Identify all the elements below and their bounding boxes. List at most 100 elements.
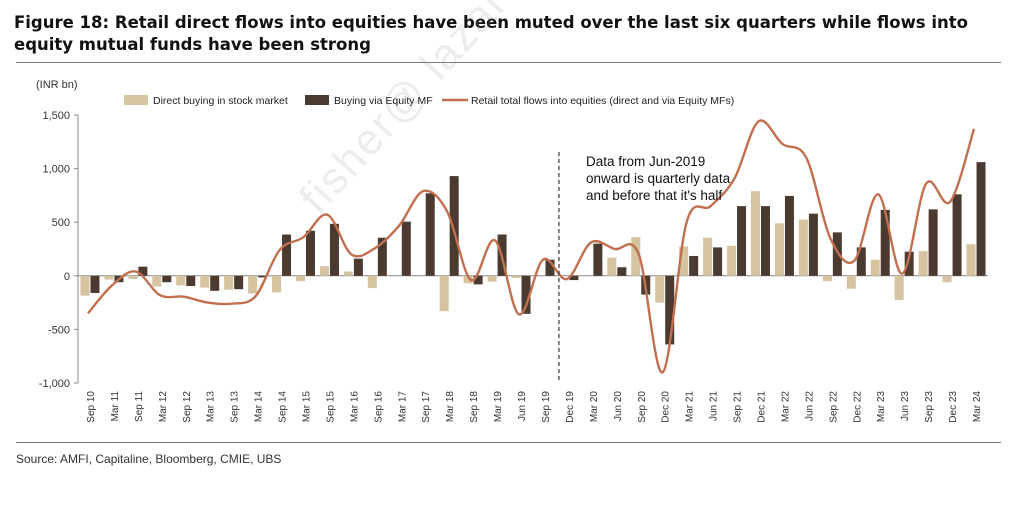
bar-direct-buying: [367, 275, 377, 289]
bar-direct-buying: [966, 244, 976, 276]
bar-direct-buying: [224, 275, 234, 290]
x-tick-label: Sep 18: [469, 391, 480, 423]
x-tick-label: Dec 23: [948, 391, 959, 423]
bar-equity-mf: [880, 209, 890, 276]
bar-equity-mf: [713, 247, 723, 276]
bar-direct-buying: [846, 275, 856, 289]
legend-label: Buying via Equity MF: [334, 95, 433, 107]
bottom-rule: [16, 442, 1001, 443]
x-tick-label: Dec 19: [565, 391, 576, 423]
x-tick-label: Mar 19: [493, 391, 504, 423]
x-tick-label: Mar 24: [972, 391, 983, 423]
bar-direct-buying: [296, 275, 305, 282]
bar-equity-mf: [545, 259, 555, 276]
annotation-text-line: and before that it's half: [586, 188, 722, 203]
bar-direct-buying: [751, 191, 760, 276]
x-tick-label: Mar 17: [397, 391, 408, 423]
annotation-text-line: Data from Jun-2019: [586, 154, 705, 169]
x-tick-label: Sep 10: [86, 391, 97, 423]
bar-direct-buying: [798, 219, 808, 276]
line-retail-total-flows: [87, 119, 976, 374]
bar-equity-mf: [138, 266, 148, 276]
legend-swatch: [124, 95, 148, 105]
bar-equity-mf: [425, 193, 435, 276]
bar-equity-mf: [808, 213, 818, 276]
x-tick-label: Mar 23: [876, 391, 887, 423]
bar-direct-buying: [463, 275, 473, 284]
x-tick-label: Sep 17: [421, 391, 432, 423]
top-rule: [16, 62, 1001, 63]
x-tick-label: Mar 21: [685, 391, 696, 423]
bar-equity-mf: [306, 230, 315, 276]
x-tick-label: Sep 14: [278, 391, 289, 423]
bar-direct-buying: [607, 257, 617, 276]
x-tick-label: Mar 12: [158, 391, 169, 423]
x-tick-label: Sep 12: [182, 391, 193, 423]
x-tick-label: Sep 16: [373, 391, 384, 423]
chart-title: Figure 18: Retail direct flows into equi…: [14, 13, 969, 54]
bar-direct-buying: [679, 246, 689, 276]
x-tick-label: Mar 11: [110, 391, 121, 422]
bar-equity-mf: [162, 275, 172, 283]
bar-direct-buying: [631, 237, 641, 276]
x-tick-label: Jun 21: [709, 391, 720, 421]
bar-direct-buying: [511, 275, 521, 278]
bar-equity-mf: [90, 275, 100, 293]
x-tick-label: Mar 13: [206, 391, 217, 423]
bar-equity-mf: [210, 275, 220, 291]
x-tick-label: Jun 20: [613, 391, 624, 421]
legend-label: Direct buying in stock market: [153, 95, 288, 107]
bar-equity-mf: [617, 267, 627, 276]
bar-direct-buying: [128, 275, 138, 280]
bar-direct-buying: [894, 275, 904, 300]
x-tick-label: Mar 22: [780, 391, 791, 423]
bar-equity-mf: [761, 206, 770, 276]
x-tick-label: Jun 22: [804, 391, 815, 421]
bar-direct-buying: [703, 237, 713, 276]
x-tick-label: Sep 21: [733, 391, 744, 423]
y-tick-label: 500: [52, 217, 70, 229]
bar-equity-mf: [737, 206, 747, 276]
bar-direct-buying: [942, 275, 952, 283]
bar-equity-mf: [832, 232, 842, 276]
bar-equity-mf: [856, 247, 866, 276]
bar-direct-buying: [655, 275, 665, 303]
bar-equity-mf: [784, 195, 794, 276]
bar-equity-mf: [329, 223, 339, 276]
bar-equity-mf: [904, 251, 914, 276]
x-tick-label: Sep 19: [541, 391, 552, 423]
x-tick-label: Dec 20: [661, 391, 672, 423]
x-tick-label: Sep 11: [134, 391, 145, 422]
annotation-text-line: onward is quarterly data: [586, 171, 731, 186]
bar-direct-buying: [822, 275, 832, 282]
y-tick-label: 1,000: [42, 164, 70, 176]
x-tick-label: Mar 16: [349, 391, 360, 423]
bar-direct-buying: [176, 275, 186, 286]
bar-equity-mf: [976, 162, 986, 276]
bar-equity-mf: [569, 275, 579, 281]
bar-direct-buying: [152, 275, 162, 287]
x-tick-label: Sep 22: [828, 391, 839, 423]
legend-swatch: [305, 95, 329, 105]
y-tick-label: -1,000: [39, 378, 70, 390]
bar-equity-mf: [186, 275, 196, 286]
y-unit-label: (INR bn): [36, 79, 78, 91]
bar-direct-buying: [439, 275, 449, 312]
bar-equity-mf: [689, 255, 699, 276]
bar-equity-mf: [928, 209, 938, 276]
x-tick-label: Jun 19: [517, 391, 528, 421]
bar-equity-mf: [521, 275, 531, 314]
bar-direct-buying: [200, 275, 210, 288]
bar-equity-mf: [353, 258, 363, 276]
x-tick-label: Sep 23: [924, 391, 935, 423]
x-tick-label: Mar 18: [445, 391, 456, 423]
x-tick-label: Sep 13: [230, 391, 241, 423]
bar-equity-mf: [952, 194, 962, 276]
y-tick-label: -500: [48, 324, 70, 336]
retail-flows-chart: (INR bn) -1,000 -500 0 500 1,000 1,500 Sep 10 Ma…: [36, 79, 988, 423]
y-tick-label: 0: [64, 271, 70, 283]
bar-direct-buying: [918, 251, 928, 276]
bar-direct-buying: [248, 275, 258, 294]
bar-direct-buying: [319, 266, 329, 276]
bar-equity-mf: [234, 275, 244, 290]
